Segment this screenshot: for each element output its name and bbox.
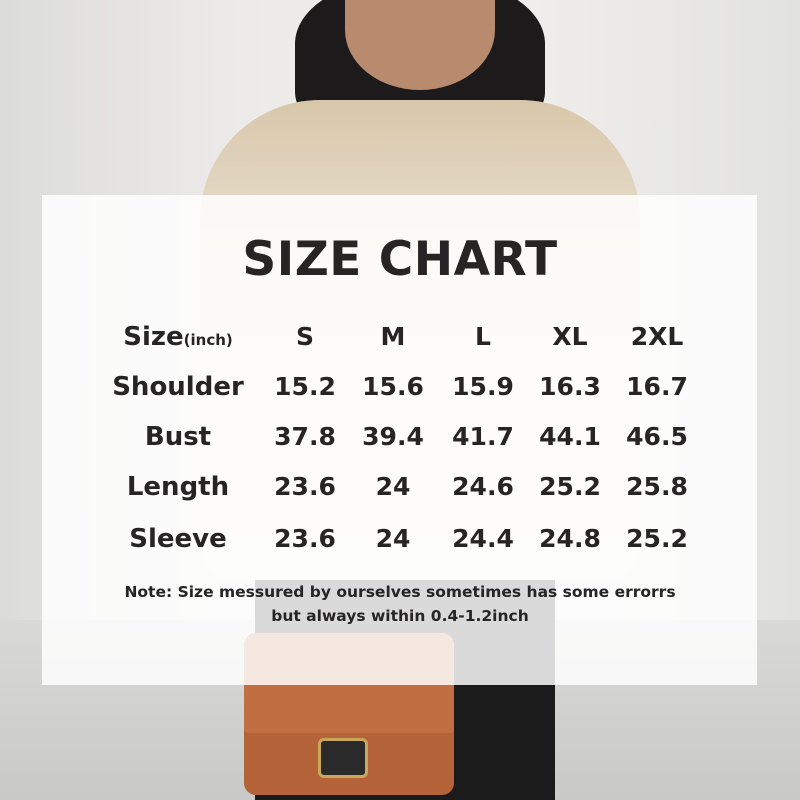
- handbag-clasp: [318, 738, 368, 778]
- table-cell: 23.6: [274, 472, 336, 501]
- table-cell: 46.5: [626, 422, 688, 451]
- size-header: Size(inch): [93, 322, 263, 352]
- table-cell: 16.3: [539, 372, 601, 401]
- table-cell: 24: [375, 524, 411, 553]
- table-cell: 37.8: [274, 422, 336, 451]
- row-label: Bust: [144, 422, 212, 452]
- size-header-label: Size: [123, 322, 184, 352]
- size-col-header: S: [295, 322, 314, 351]
- size-col-header: 2XL: [630, 322, 684, 351]
- table-cell: 24.4: [452, 524, 514, 553]
- table-cell: 25.2: [539, 472, 601, 501]
- note-line-1: Note: Size messured by ourselves sometim…: [124, 583, 676, 601]
- size-chart-panel: [42, 195, 757, 685]
- table-cell: 24.8: [539, 524, 601, 553]
- table-cell: 24.6: [452, 472, 514, 501]
- row-label: Length: [126, 472, 230, 502]
- table-cell: 24: [375, 472, 411, 501]
- row-label: Sleeve: [129, 524, 227, 554]
- table-cell: 15.2: [274, 372, 336, 401]
- table-cell: 25.2: [626, 524, 688, 553]
- size-header-unit: (inch): [183, 331, 233, 349]
- table-cell: 25.8: [626, 472, 688, 501]
- table-cell: 15.6: [362, 372, 424, 401]
- table-cell: 16.7: [626, 372, 688, 401]
- table-cell: 44.1: [539, 422, 601, 451]
- table-cell: 15.9: [452, 372, 514, 401]
- table-cell: 39.4: [362, 422, 424, 451]
- note-line-2: but always within 0.4-1.2inch: [271, 607, 529, 625]
- table-cell: 41.7: [452, 422, 514, 451]
- size-col-header: XL: [552, 322, 588, 351]
- row-label: Shoulder: [112, 372, 244, 402]
- size-col-header: M: [380, 322, 406, 351]
- table-cell: 23.6: [274, 524, 336, 553]
- size-chart-title: SIZE CHART: [242, 232, 558, 287]
- size-col-header: L: [475, 322, 491, 351]
